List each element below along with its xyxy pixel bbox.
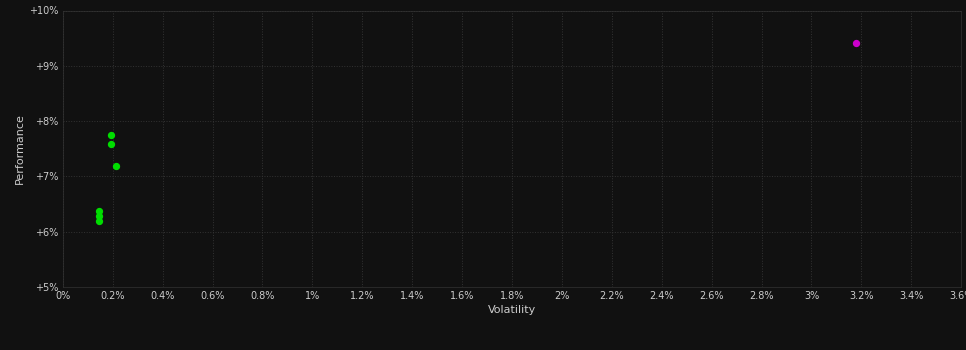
X-axis label: Volatility: Volatility (488, 305, 536, 315)
Point (103, 132, 119, 138)
Y-axis label: Performance: Performance (15, 113, 25, 184)
Point (109, 164, 125, 169)
Point (103, 141, 119, 147)
Point (91, 214, 106, 219)
Point (91, 218, 106, 223)
Point (848, 40, 864, 46)
Point (91, 208, 106, 213)
